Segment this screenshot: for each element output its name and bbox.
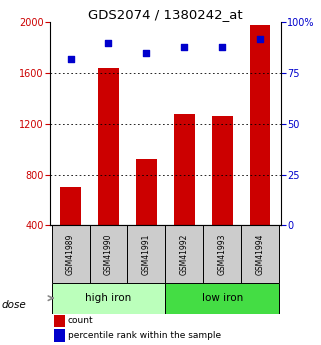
Text: GSM41989: GSM41989 xyxy=(66,233,75,275)
Bar xyxy=(174,114,195,225)
Bar xyxy=(212,116,233,225)
Point xyxy=(68,56,73,62)
Bar xyxy=(127,225,165,283)
Point xyxy=(144,50,149,56)
Point xyxy=(182,44,187,50)
Text: GSM41993: GSM41993 xyxy=(218,233,227,275)
Bar xyxy=(60,187,81,225)
Point xyxy=(106,40,111,46)
Bar xyxy=(54,315,65,327)
Title: GDS2074 / 1380242_at: GDS2074 / 1380242_at xyxy=(88,8,243,21)
Text: GSM41990: GSM41990 xyxy=(104,233,113,275)
Text: GSM41994: GSM41994 xyxy=(256,233,265,275)
Bar xyxy=(98,68,119,225)
Text: dose: dose xyxy=(2,300,26,310)
Text: high iron: high iron xyxy=(85,293,132,303)
Text: count: count xyxy=(68,316,93,325)
Bar xyxy=(52,283,165,314)
Bar xyxy=(165,283,279,314)
Bar xyxy=(203,225,241,283)
Bar xyxy=(52,225,90,283)
Bar xyxy=(90,225,127,283)
Bar xyxy=(136,159,157,225)
Text: percentile rank within the sample: percentile rank within the sample xyxy=(68,331,221,340)
Bar xyxy=(165,225,203,283)
Text: GSM41991: GSM41991 xyxy=(142,233,151,275)
Text: GSM41992: GSM41992 xyxy=(180,233,189,275)
Point xyxy=(220,44,225,50)
Bar xyxy=(250,25,271,225)
Text: low iron: low iron xyxy=(202,293,243,303)
Bar xyxy=(54,329,65,342)
Point xyxy=(257,36,263,41)
Bar xyxy=(241,225,279,283)
